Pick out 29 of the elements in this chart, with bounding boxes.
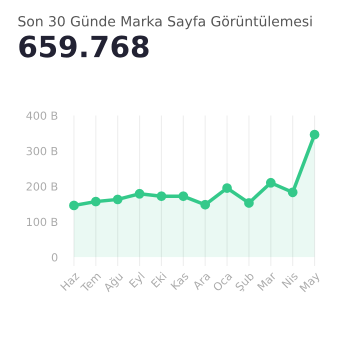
y-tick-label: 100 B: [26, 218, 58, 226]
x-tick-label: Oca: [212, 272, 232, 292]
y-tick-label: 200 B: [26, 182, 58, 191]
x-tick-label: Şub: [234, 271, 256, 293]
x-tick-label: Ara: [192, 272, 211, 290]
x-tick-label: Mar: [257, 271, 277, 291]
point: [222, 183, 232, 193]
point: [69, 200, 79, 210]
y-tick-label: 0: [52, 253, 58, 262]
point: [288, 187, 298, 198]
point: [244, 198, 254, 208]
point: [112, 194, 123, 204]
x-tick-label: Eki: [150, 272, 167, 288]
y-tick-label: 400 B: [26, 111, 58, 120]
x-tick-label: Tem: [80, 272, 102, 293]
point: [178, 191, 188, 202]
chart-subtitle: 659.768: [19, 36, 149, 58]
point: [266, 178, 276, 188]
y-tick-label: 300 B: [26, 146, 58, 156]
point: [90, 196, 101, 206]
x-tick-label: Kas: [170, 271, 190, 290]
point: [134, 188, 144, 199]
chart-title: Son 30 Günde Marka Sayfa Görüntülemesi: [18, 16, 312, 30]
point: [200, 200, 210, 210]
x-tick-label: Nis: [281, 271, 298, 288]
point: [310, 130, 320, 140]
x-tick-label: Haz: [60, 271, 80, 292]
x-tick-label: Eyl: [128, 272, 146, 290]
point: [156, 191, 166, 202]
